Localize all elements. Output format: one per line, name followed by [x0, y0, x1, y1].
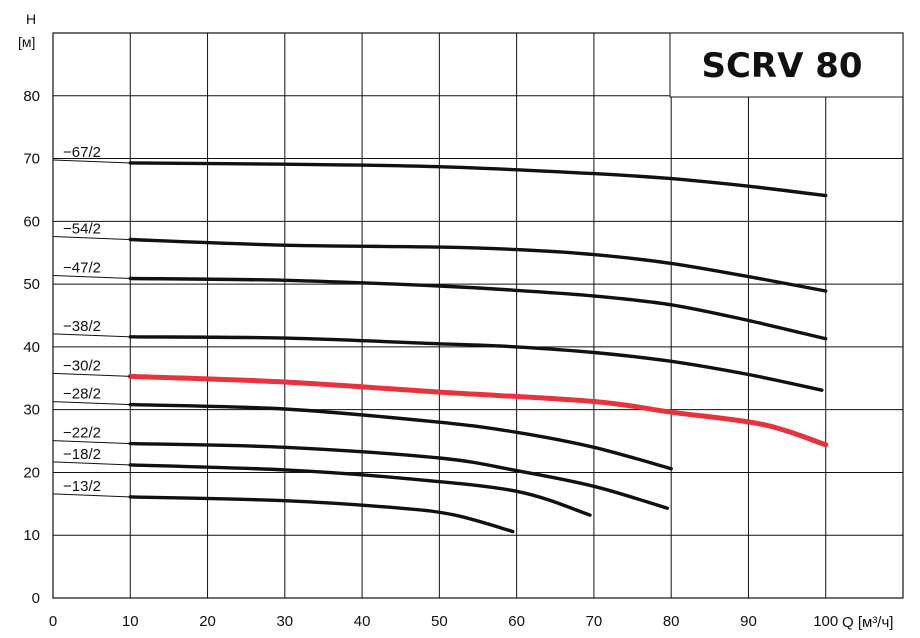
x-tick-label: 50	[431, 613, 448, 630]
y-axis-label: H	[26, 11, 36, 27]
series-labels: −67/2 −54/2 −47/2 −38/2 −30/2 −28/2 −22/2 −18/2…	[52, 144, 131, 498]
series-label: −28/2	[63, 386, 101, 403]
series-label: −13/2	[63, 478, 101, 495]
series-leader	[52, 236, 131, 241]
y-tick-label: 10	[23, 527, 40, 544]
series-line	[128, 276, 828, 341]
series-line	[128, 161, 828, 198]
grid	[52, 32, 904, 599]
series-leader	[52, 440, 131, 445]
x-tick-label: 90	[740, 613, 757, 630]
series-line	[128, 495, 515, 534]
series-leader	[52, 461, 131, 466]
series-line	[128, 402, 673, 471]
series-label: −18/2	[63, 446, 101, 463]
y-tick-label: 0	[32, 590, 40, 607]
y-tick-label: 20	[23, 464, 40, 481]
series-label: −30/2	[63, 357, 101, 374]
y-tick-label: 60	[23, 213, 40, 230]
x-tick-label: 80	[663, 613, 680, 630]
chart-title: SCRV 80	[701, 46, 862, 86]
series-label: −38/2	[63, 318, 101, 335]
x-tick-label: 70	[586, 613, 603, 630]
title-box: SCRV 80	[669, 32, 904, 98]
series-leader	[52, 372, 131, 377]
plot-frame	[52, 32, 904, 599]
y-axis-unit: [м]	[18, 34, 35, 50]
y-tick-label: 70	[23, 151, 40, 168]
x-tick-label: 30	[276, 613, 293, 630]
series-label: −47/2	[63, 259, 101, 276]
x-tick-label: 100	[813, 613, 838, 630]
series-line	[128, 335, 824, 392]
x-tick-label: 60	[508, 613, 525, 630]
series-leader	[52, 274, 131, 279]
series-leader	[52, 333, 131, 338]
tick-labels: 0 10 20 30 40 50 60 70 80 90 100 0 10 20 30 40 50 60 70 80	[23, 88, 838, 630]
y-tick-label: 30	[23, 402, 40, 419]
y-tick-label: 40	[23, 339, 40, 356]
x-tick-label: 40	[354, 613, 371, 630]
series-label: −67/2	[63, 144, 101, 161]
x-axis-label: Q [м³/ч]	[842, 614, 893, 631]
series-line	[127, 373, 829, 448]
axes: H [м] Q [м³/ч]	[18, 11, 893, 631]
series-leader	[52, 401, 131, 406]
series-label: −54/2	[63, 221, 101, 238]
series-line	[128, 463, 592, 517]
series-leader	[52, 159, 131, 164]
y-tick-label: 80	[23, 88, 40, 105]
series-line	[128, 237, 828, 293]
series-line	[128, 441, 669, 510]
series	[127, 161, 829, 534]
series-leader	[52, 493, 131, 498]
x-tick-label: 20	[199, 613, 216, 630]
x-tick-label: 0	[49, 613, 57, 630]
x-tick-label: 10	[122, 613, 139, 630]
series-label: −22/2	[63, 425, 101, 442]
y-tick-label: 50	[23, 276, 40, 293]
